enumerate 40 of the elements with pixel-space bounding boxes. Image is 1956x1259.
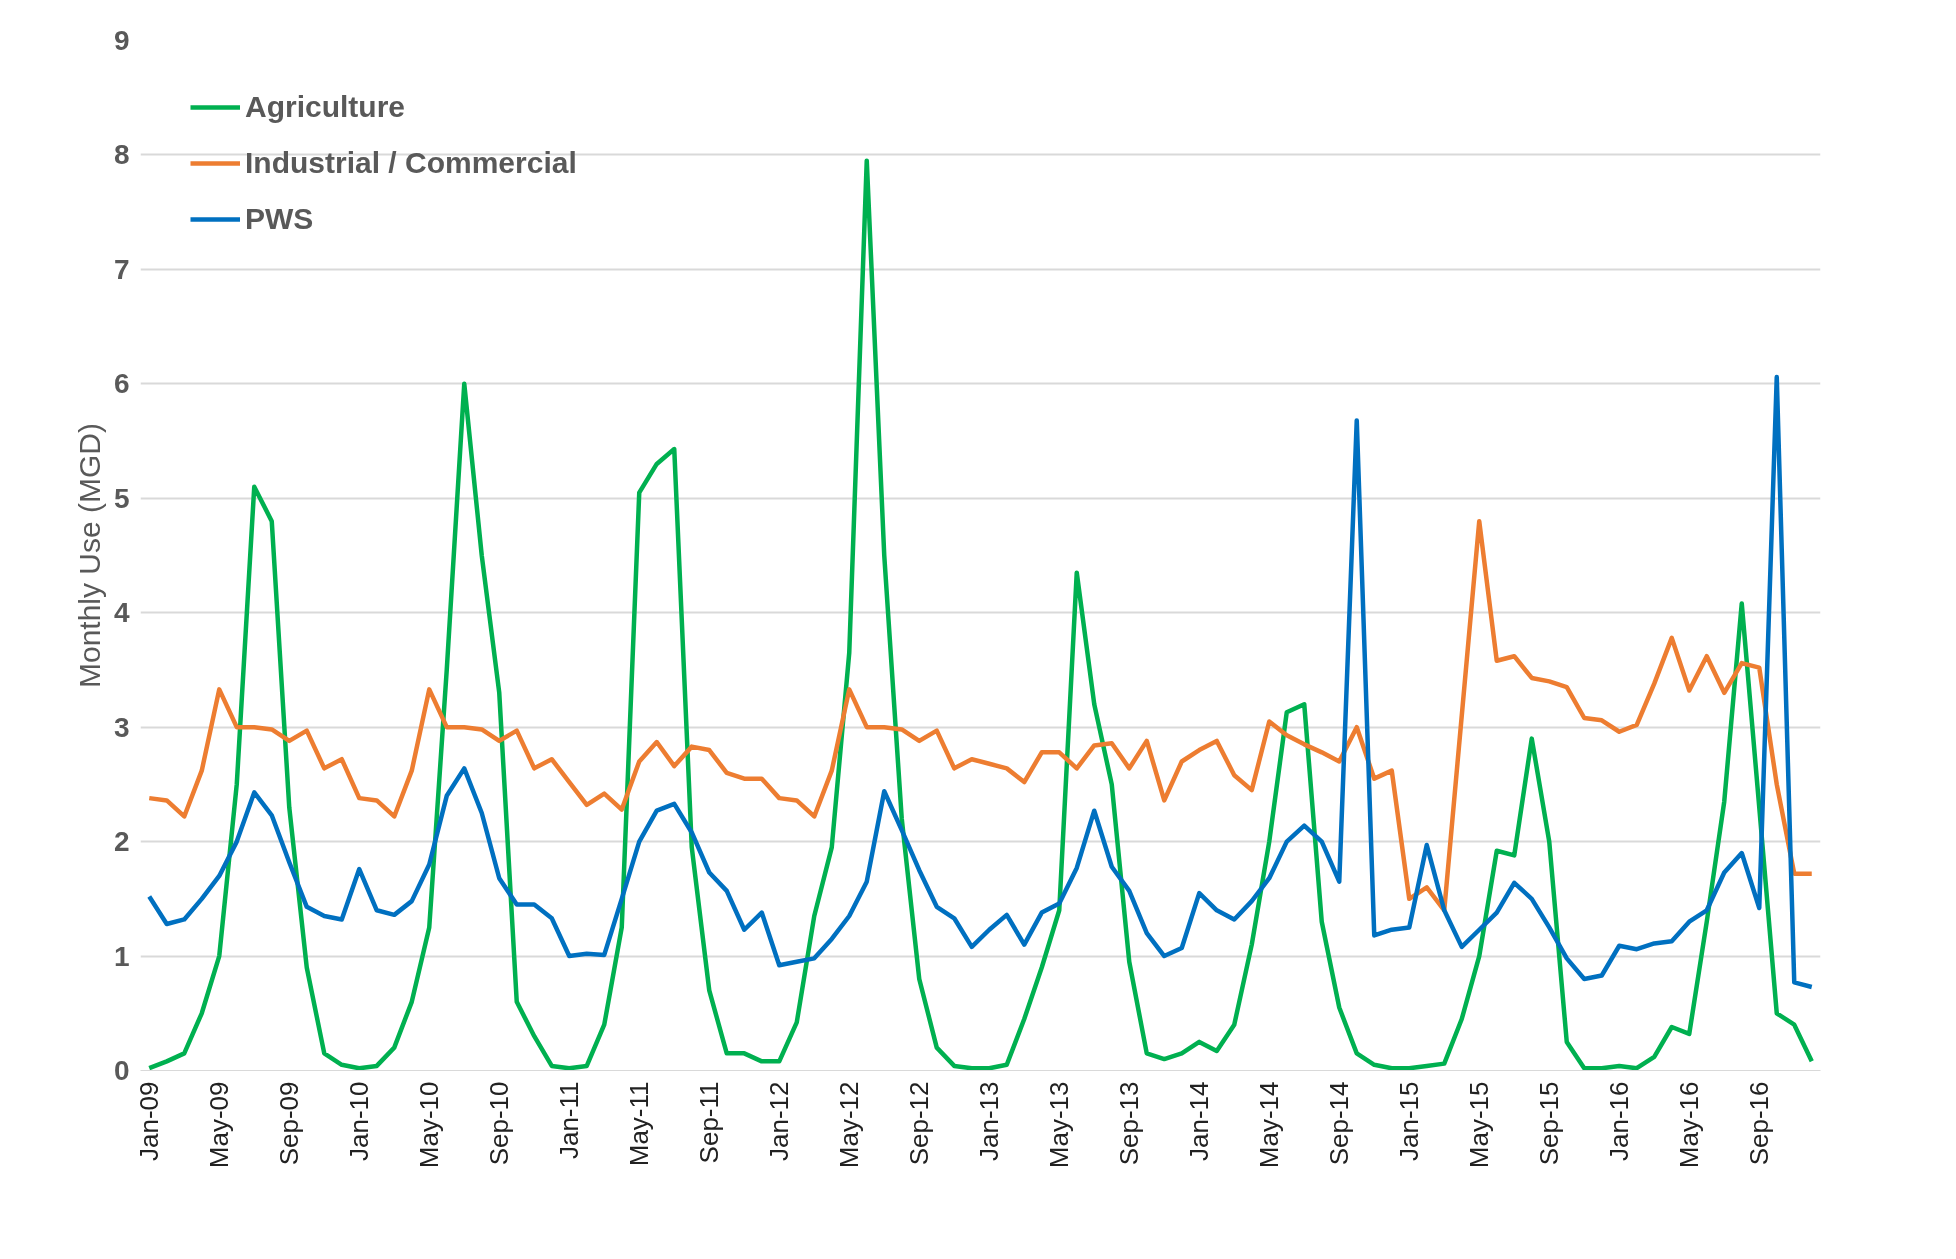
legend-label: PWS <box>245 202 314 236</box>
y-tick-label: 0 <box>113 1055 130 1086</box>
y-tick-label: 3 <box>113 711 130 743</box>
x-tick-label: May-11 <box>624 1081 655 1167</box>
x-tick-label: May-14 <box>1254 1081 1285 1169</box>
x-tick-label: Jan-12 <box>764 1081 795 1161</box>
y-tick-label: 7 <box>113 253 130 285</box>
x-tick-label: Jan-11 <box>554 1081 585 1160</box>
x-tick-label: Jan-10 <box>344 1081 375 1161</box>
y-tick-label: 2 <box>113 826 130 858</box>
line-series <box>147 374 1814 990</box>
x-tick-label: May-13 <box>1044 1081 1075 1169</box>
x-tick-label: Jan-16 <box>1604 1081 1635 1161</box>
y-tick-label: 4 <box>113 597 130 629</box>
line-series <box>147 518 1814 913</box>
x-tick-label: Jan-09 <box>134 1081 165 1161</box>
x-tick-label: Jan-15 <box>1394 1081 1425 1161</box>
x-tick-label: Sep-14 <box>1324 1081 1355 1166</box>
y-tick-label: 5 <box>113 482 130 514</box>
x-tick-label: Sep-11 <box>694 1081 725 1164</box>
x-tick-label: May-10 <box>414 1081 445 1169</box>
y-tick-label: 6 <box>113 368 130 400</box>
x-tick-label: Jan-14 <box>1184 1081 1215 1161</box>
x-tick-label: Sep-09 <box>274 1081 305 1166</box>
x-tick-label: May-12 <box>834 1081 865 1169</box>
x-tick-label: Sep-10 <box>484 1081 515 1166</box>
x-tick-label: Sep-16 <box>1744 1081 1775 1166</box>
x-tick-label: May-16 <box>1674 1081 1705 1169</box>
x-tick-label: Sep-12 <box>904 1081 935 1166</box>
legend-label: Agriculture <box>245 90 406 124</box>
x-tick-label: May-09 <box>204 1081 235 1169</box>
y-tick-label: 1 <box>113 940 130 972</box>
x-tick-label: Sep-13 <box>1114 1081 1145 1166</box>
x-tick-label: Sep-15 <box>1534 1081 1565 1166</box>
y-tick-label: 9 <box>113 25 130 56</box>
x-tick-label: Jan-13 <box>974 1081 1005 1161</box>
y-tick-label: 8 <box>113 139 130 171</box>
y-axis-title: Monthly Use (MGD) <box>72 422 106 689</box>
x-tick-label: May-15 <box>1464 1081 1495 1169</box>
legend-label: Industrial / Commercial <box>245 146 577 180</box>
